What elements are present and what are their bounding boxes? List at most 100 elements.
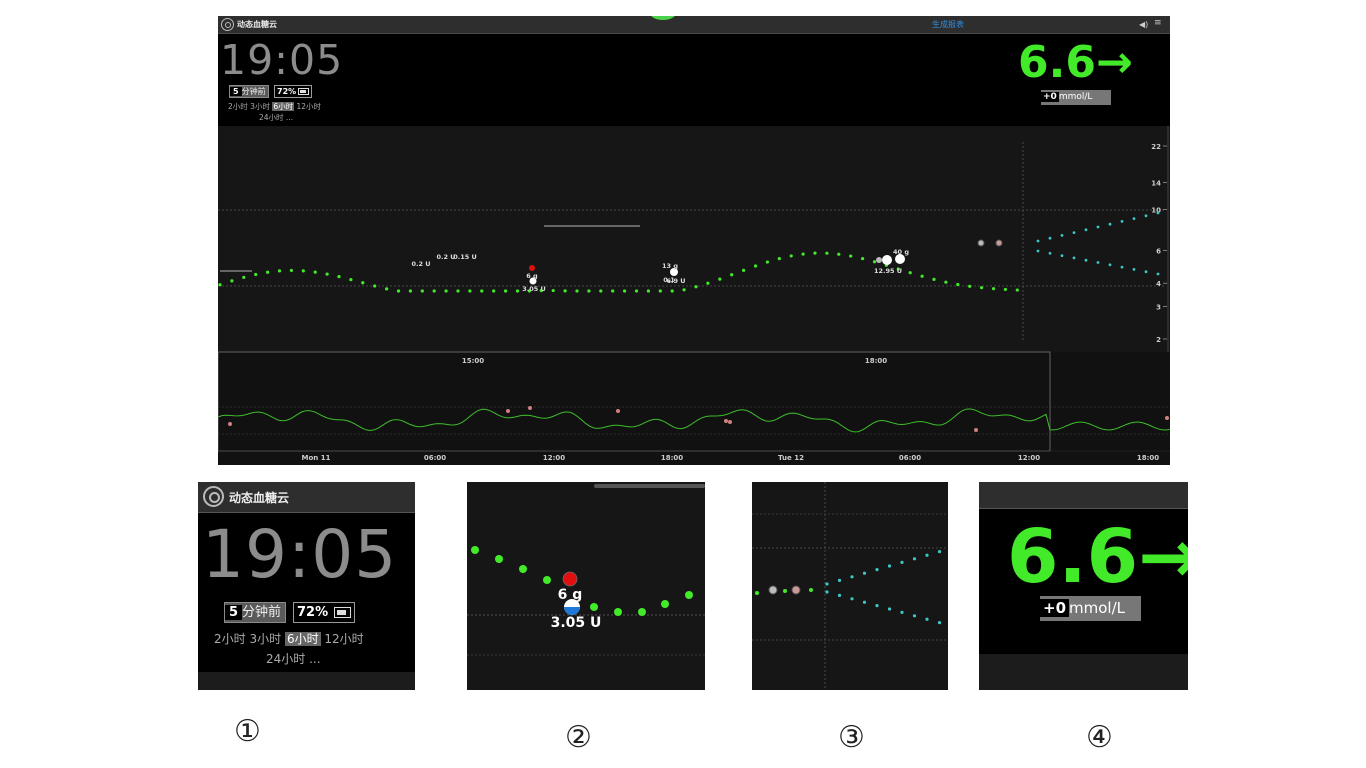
prediction-lower [837, 593, 842, 597]
glucose-reading [730, 273, 734, 277]
glucose-reading [599, 289, 603, 293]
glucose-reading [991, 287, 996, 291]
zoom-panel-prediction [752, 482, 948, 690]
glucose-reading [301, 269, 305, 273]
glucose-reading [837, 252, 841, 256]
glucose-reading [218, 283, 222, 287]
prediction-lower [1120, 265, 1124, 269]
app-logo-icon [203, 486, 224, 507]
range-2h[interactable]: 2小时 [214, 632, 246, 646]
glucose-reading [777, 257, 781, 261]
range-12h[interactable]: 12小时 [324, 632, 364, 646]
prediction-upper [1144, 214, 1148, 218]
glucose-value: 6.6 [1018, 37, 1096, 88]
glucose-reading [849, 254, 853, 258]
range-12h[interactable]: 12小时 [296, 102, 322, 111]
glucose-reading [504, 289, 508, 293]
carbs-label: 6 g [558, 587, 583, 603]
prediction-lower [850, 597, 854, 601]
glucose-reading [480, 289, 484, 293]
calibration-icon [876, 257, 882, 263]
app-name: 动态血糖云 [229, 491, 290, 505]
glucose-reading [718, 277, 722, 281]
glucose-reading [801, 252, 805, 256]
menu-icon[interactable]: ≡ [1154, 18, 1162, 28]
prediction-lower [1144, 270, 1148, 274]
speaker-icon[interactable]: ◀) [1139, 20, 1149, 29]
range-3h[interactable]: 3小时 [250, 102, 270, 111]
glucose-reading [956, 282, 960, 287]
overview-event [728, 420, 732, 424]
treatment-events [529, 239, 1003, 285]
prediction-upper [1156, 211, 1160, 215]
x-tick-label: 18:00 [865, 357, 887, 365]
glucose-reading [825, 251, 829, 255]
range-24h[interactable]: 24小时 ... [266, 652, 321, 666]
treatment-labels: 0.2 U0.2 U0.15 U6 g3.05 U13 g0.16.9 U40 … [411, 248, 909, 293]
generate-report-link[interactable]: 生成报表 [932, 20, 964, 29]
glucose-reading [587, 289, 591, 293]
treatment-label: 6 g [526, 272, 538, 280]
prediction-upper [1048, 236, 1052, 240]
range-6h[interactable]: 6小时 [272, 102, 295, 111]
calibration-icon [768, 585, 778, 595]
glucose-reading [706, 281, 710, 285]
calibration-icon [995, 239, 1003, 247]
glucose-reading [373, 284, 377, 288]
prediction-lower [825, 590, 829, 594]
x-tick-label: 12:00 [543, 454, 565, 462]
prediction-upper [862, 571, 867, 575]
prediction-upper [1108, 222, 1112, 226]
glucose-reading [495, 555, 503, 563]
zoom-panel-status: 动态血糖云 19:05 5 分钟前 72% 2小时 3小时 6小时 12小时 24… [198, 482, 415, 690]
glucose-reading [809, 588, 813, 592]
app-window: 动态血糖云 生成报表 ◀) ≡ 19:05 5 分钟前 72% 2小时 3小时 6… [218, 16, 1170, 465]
insulin-icon [670, 268, 678, 276]
x-tick-label: 06:00 [424, 454, 446, 462]
range-selector: 2小时 3小时 6小时 12小时 [214, 630, 364, 647]
minutes-ago-unit: 分钟前 [242, 605, 282, 620]
range-6h[interactable]: 6小时 [284, 632, 321, 646]
battery-badge: 72% [274, 85, 312, 98]
range-3h[interactable]: 3小时 [249, 632, 282, 646]
glucose-reading [670, 289, 674, 293]
current-glucose: 6.6→ [1018, 38, 1133, 88]
prediction-upper [875, 568, 879, 572]
battery-value: 72% [297, 605, 329, 620]
glucose-reading [813, 251, 817, 255]
range-2h[interactable]: 2小时 [228, 102, 248, 111]
glucose-unit-badge: +0 mmol/L [1040, 596, 1141, 621]
prediction-lower [875, 604, 879, 608]
glucose-reading [908, 271, 912, 275]
glucose-reading [896, 267, 900, 271]
glucose-reading [968, 284, 972, 288]
x-tick-label: 18:00 [1137, 454, 1159, 462]
glucose-delta: +0 [1041, 92, 1059, 102]
prediction-lower [1060, 254, 1064, 257]
y-tick-label: 6 [1156, 248, 1161, 256]
range-24h[interactable]: 24小时 ... [259, 113, 294, 122]
zoom-title-bar [979, 482, 1188, 509]
x-tick-label: Tue 12 [778, 454, 804, 462]
glucose-reading [408, 289, 412, 293]
glucose-reading [932, 277, 936, 282]
calibration-icon [977, 239, 985, 247]
glucose-reading [944, 280, 948, 284]
calibration-icon [791, 585, 801, 595]
glucose-reading [658, 289, 662, 293]
overview-glucose-line [218, 408, 1170, 433]
y-tick-label: 14 [1151, 179, 1161, 187]
current-time: 19:05 [202, 516, 398, 593]
prediction-upper [1084, 228, 1088, 232]
prediction-dots [825, 550, 942, 625]
zoom-panel-glucose: 6.6→ +0 mmol/L [979, 482, 1188, 690]
app-name: 动态血糖云 [237, 20, 277, 29]
treatment-label: 13 g [662, 262, 678, 270]
trend-arrow-icon: → [1138, 514, 1188, 600]
x-tick-label: 15:00 [462, 357, 484, 365]
glucose-reading [420, 289, 424, 293]
glucose-reading [551, 288, 555, 293]
battery-value: 72% [277, 87, 297, 96]
prediction-lower [1072, 256, 1076, 260]
